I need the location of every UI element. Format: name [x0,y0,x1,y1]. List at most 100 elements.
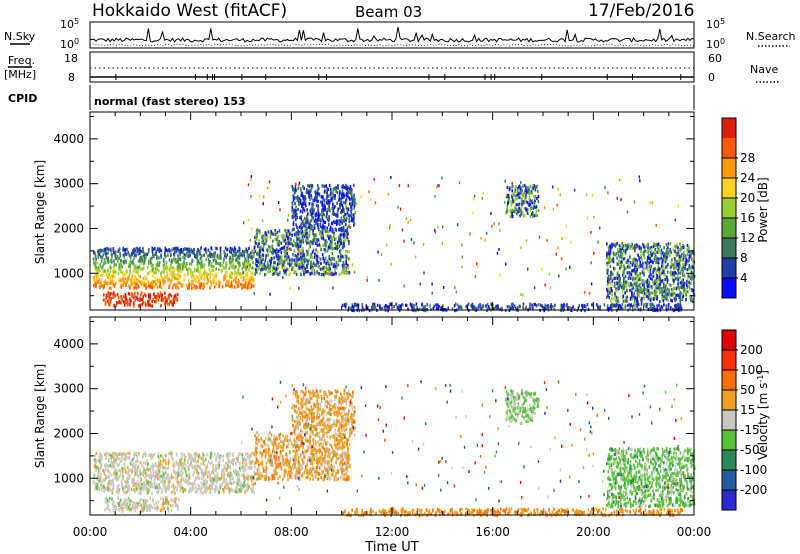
sparse-echo [281,266,284,270]
colorbar-tick-label: 24 [740,171,755,185]
echo-cell [160,293,163,297]
echo-cell [96,477,99,481]
echo-cell [340,248,342,252]
echo-cell [329,246,331,250]
echo-cell [325,230,327,234]
echo-cell [507,194,510,198]
echo-cell [361,305,364,310]
echo-cell [691,264,694,268]
echo-cell [637,288,639,292]
echo-cell [318,192,321,196]
echo-cell [281,254,283,258]
echo-cell [670,260,673,264]
echo-cell [176,296,178,300]
echo-cell [294,196,296,200]
echo-cell [193,247,195,252]
echo-cell [686,249,688,253]
echo-cell [287,233,290,237]
echo-cell [285,249,287,253]
echo-cell [298,237,301,241]
echo-cell [622,294,625,298]
sparse-echo [423,271,425,275]
sparse-echo [638,175,640,179]
echo-cell [132,295,135,299]
echo-cell [626,299,629,303]
echo-cell [258,242,260,246]
echo-cell [280,246,283,250]
echo-cell [301,261,303,265]
echo-cell [231,285,233,289]
echo-cell [673,271,676,275]
echo-cell [322,230,325,234]
sparse-echo [442,285,445,289]
echo-cell [326,187,329,191]
echo-cell [132,282,134,286]
echo-cell [129,255,132,259]
echo-cell [178,484,181,488]
echo-cell [139,275,142,279]
echo-cell [658,271,661,275]
echo-cell [350,205,353,209]
sparse-echo [676,243,678,247]
echo-cell [171,266,173,270]
echo-cell [122,273,125,277]
echo-cell [258,229,261,233]
echo-cell [116,256,118,260]
echo-cell [230,283,232,287]
echo-cell [619,266,621,270]
echo-cell [174,297,177,301]
echo-cell [398,305,400,309]
echo-cell [299,225,301,229]
sparse-echo [469,232,471,236]
echo-cell [273,230,276,234]
sparse-echo [298,250,300,254]
echo-cell [623,287,625,291]
echo-cell [328,223,330,227]
echo-cell [177,286,180,290]
echo-cell [636,292,639,296]
echo-cell [127,277,129,281]
echo-cell [269,249,271,253]
echo-cell [164,297,167,301]
echo-cell [338,249,341,253]
echo-cell [616,247,619,251]
echo-cell [679,281,682,285]
echo-cell [303,202,305,206]
echo-cell [688,250,690,254]
sparse-echo [504,179,506,183]
echo-cell [309,272,311,276]
echo-cell [515,208,518,212]
echo-cell [107,251,109,255]
echo-cell [125,247,127,251]
echo-cell [629,261,632,265]
echo-cell [628,274,631,278]
echo-cell [92,257,95,261]
echo-cell [132,483,135,488]
echo-cell [183,278,185,282]
echo-cell [349,225,352,230]
echo-cell [237,284,240,288]
echo-cell [635,287,637,291]
echo-cell [171,258,173,262]
echo-cell [302,240,305,244]
echo-cell [137,259,140,263]
echo-cell [199,466,201,470]
echo-cell [291,242,293,246]
echo-cell [183,256,186,260]
echo-cell [177,280,179,285]
echo-cell [646,267,649,272]
echo-cell [690,288,693,292]
echo-cell [186,459,189,463]
echo-cell [109,302,111,306]
echo-cell [341,189,344,193]
echo-cell [662,251,664,255]
echo-cell [643,288,645,292]
echo-cell [255,258,257,262]
echo-cell [532,187,534,191]
echo-cell [206,254,209,258]
echo-cell [308,253,310,257]
echo-cell [128,284,130,288]
echo-cell [674,307,677,311]
echo-cell [633,277,635,281]
echo-cell [690,298,692,302]
